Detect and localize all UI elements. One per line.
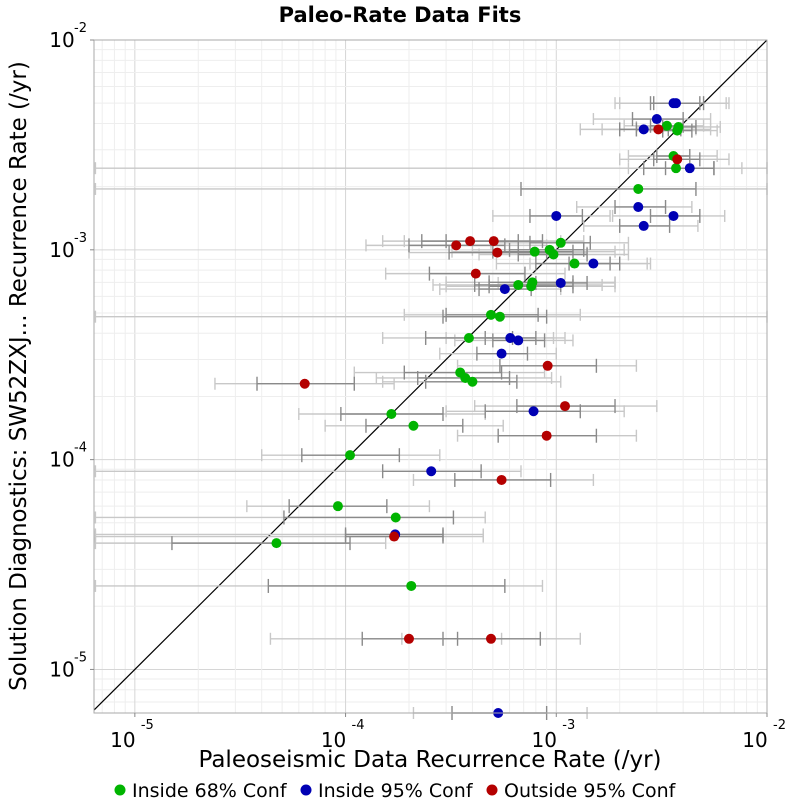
data-point — [671, 98, 682, 109]
plot-frame — [93, 39, 768, 714]
data-point — [668, 210, 679, 221]
y-tick-exponent: -4 — [74, 441, 87, 456]
data-point — [588, 258, 599, 269]
data-point — [673, 121, 684, 132]
data-point — [492, 247, 503, 258]
data-point — [548, 249, 559, 260]
x-tick-exponent: -4 — [352, 718, 365, 733]
data-point — [542, 360, 553, 371]
data-point — [672, 154, 683, 165]
data-point — [671, 163, 682, 174]
data-point — [488, 236, 499, 247]
data-point — [555, 237, 566, 248]
y-tick-label: 10 — [49, 657, 74, 681]
data-point — [485, 633, 496, 644]
data-point — [505, 332, 516, 343]
y-axis-label: Solution Diagnostics: SW52ZXJ... Recurre… — [6, 61, 32, 691]
y-tick-label: 10 — [49, 28, 74, 52]
data-point — [551, 210, 562, 221]
data-point — [661, 120, 672, 131]
y-tick-exponent: -5 — [74, 650, 87, 665]
data-point — [403, 633, 414, 644]
data-point — [638, 220, 649, 231]
data-point — [426, 466, 437, 477]
legend-label: Inside 68% Conf — [132, 780, 288, 802]
data-point — [541, 430, 552, 441]
data-point — [569, 258, 580, 269]
data-point — [470, 268, 481, 279]
x-tick-label: 10 — [532, 728, 557, 752]
data-point — [451, 240, 462, 251]
x-tick-label: 10 — [321, 728, 346, 752]
y-tick-label: 10 — [49, 238, 74, 262]
data-point — [555, 277, 566, 288]
data-point — [529, 246, 540, 257]
data-point — [332, 501, 343, 512]
data-point — [467, 376, 478, 387]
legend-marker — [300, 784, 312, 796]
data-point — [299, 378, 310, 389]
data-point — [271, 538, 282, 549]
data-point — [485, 309, 496, 320]
data-point — [345, 450, 356, 461]
legend-label: Inside 95% Conf — [318, 780, 474, 802]
data-point — [386, 408, 397, 419]
data-point — [633, 201, 644, 212]
data-point — [494, 311, 505, 322]
data-point — [638, 124, 649, 135]
data-point — [684, 163, 695, 174]
data-point — [406, 580, 417, 591]
legend-marker — [114, 784, 126, 796]
data-point — [408, 420, 419, 431]
y-tick-label: 10 — [49, 448, 74, 472]
legend-marker — [486, 784, 498, 796]
data-point — [560, 401, 571, 412]
data-point — [499, 284, 510, 295]
data-point — [653, 124, 664, 135]
data-point — [526, 281, 537, 292]
legend: Inside 68% Conf Inside 95% Conf Outside 95… — [114, 780, 677, 802]
y-tick-exponent: -3 — [74, 231, 87, 246]
x-tick-exponent: -5 — [141, 718, 154, 733]
y-axis-ticks: 10-510-410-310-2 — [49, 21, 94, 681]
x-axis-ticks: 10 -5 10 -4 10 -3 10 -2 — [110, 713, 786, 752]
y-tick-exponent: -2 — [74, 21, 87, 36]
x-tick-label: 10 — [742, 728, 767, 752]
x-tick-exponent: -2 — [773, 718, 786, 733]
identity-line — [93, 39, 768, 711]
data-point — [390, 512, 401, 523]
data-point — [496, 348, 507, 359]
data-point — [465, 236, 476, 247]
legend-label: Outside 95% Conf — [504, 780, 677, 802]
chart-title: Paleo-Rate Data Fits — [279, 3, 522, 27]
grid — [94, 39, 768, 713]
data-points — [271, 98, 695, 718]
x-axis-label: Paleoseismic Data Recurrence Rate (/yr) — [199, 747, 662, 773]
data-point — [513, 335, 524, 346]
x-tick-exponent: -3 — [562, 718, 575, 733]
data-point — [633, 183, 644, 194]
x-tick-label: 10 — [110, 728, 135, 752]
plot-area — [93, 39, 768, 720]
data-point — [389, 531, 400, 542]
data-point — [651, 114, 662, 125]
data-point — [513, 279, 524, 290]
data-point — [463, 332, 474, 343]
data-point — [496, 474, 507, 485]
data-point — [528, 406, 539, 417]
